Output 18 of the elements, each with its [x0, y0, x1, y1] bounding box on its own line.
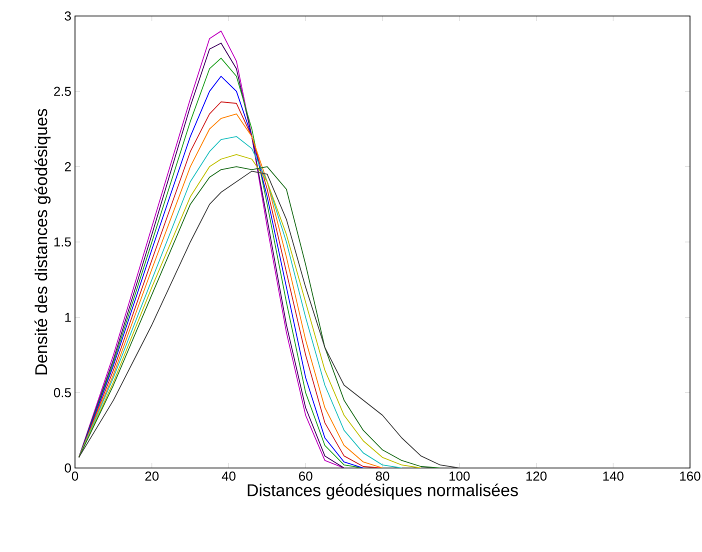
x-tick-label: 80 — [376, 472, 390, 481]
x-tick-label: 120 — [526, 472, 547, 481]
x-tick-label: 160 — [680, 472, 700, 481]
x-axis-title: Distances géodésiques normalisées — [248, 484, 518, 500]
y-tick-label: 0 — [64, 463, 71, 473]
y-axis-title: Densité des distances géodésiques — [34, 108, 51, 374]
x-tick-label: 20 — [145, 472, 159, 481]
x-tick-label: 40 — [222, 472, 236, 481]
y-tick-label: 2 — [64, 162, 71, 172]
x-tick-label: 0 — [72, 472, 78, 481]
x-tick-label: 60 — [299, 472, 312, 481]
y-tick-label: 2.5 — [54, 86, 71, 96]
y-tick-label: 3 — [64, 11, 71, 21]
y-tick-label: 1 — [65, 312, 71, 322]
x-tick-label: 140 — [603, 472, 624, 481]
y-tick-label: 1.5 — [54, 237, 71, 247]
y-tick-label: 0.5 — [54, 388, 71, 398]
x-tick-label: 100 — [450, 472, 470, 481]
